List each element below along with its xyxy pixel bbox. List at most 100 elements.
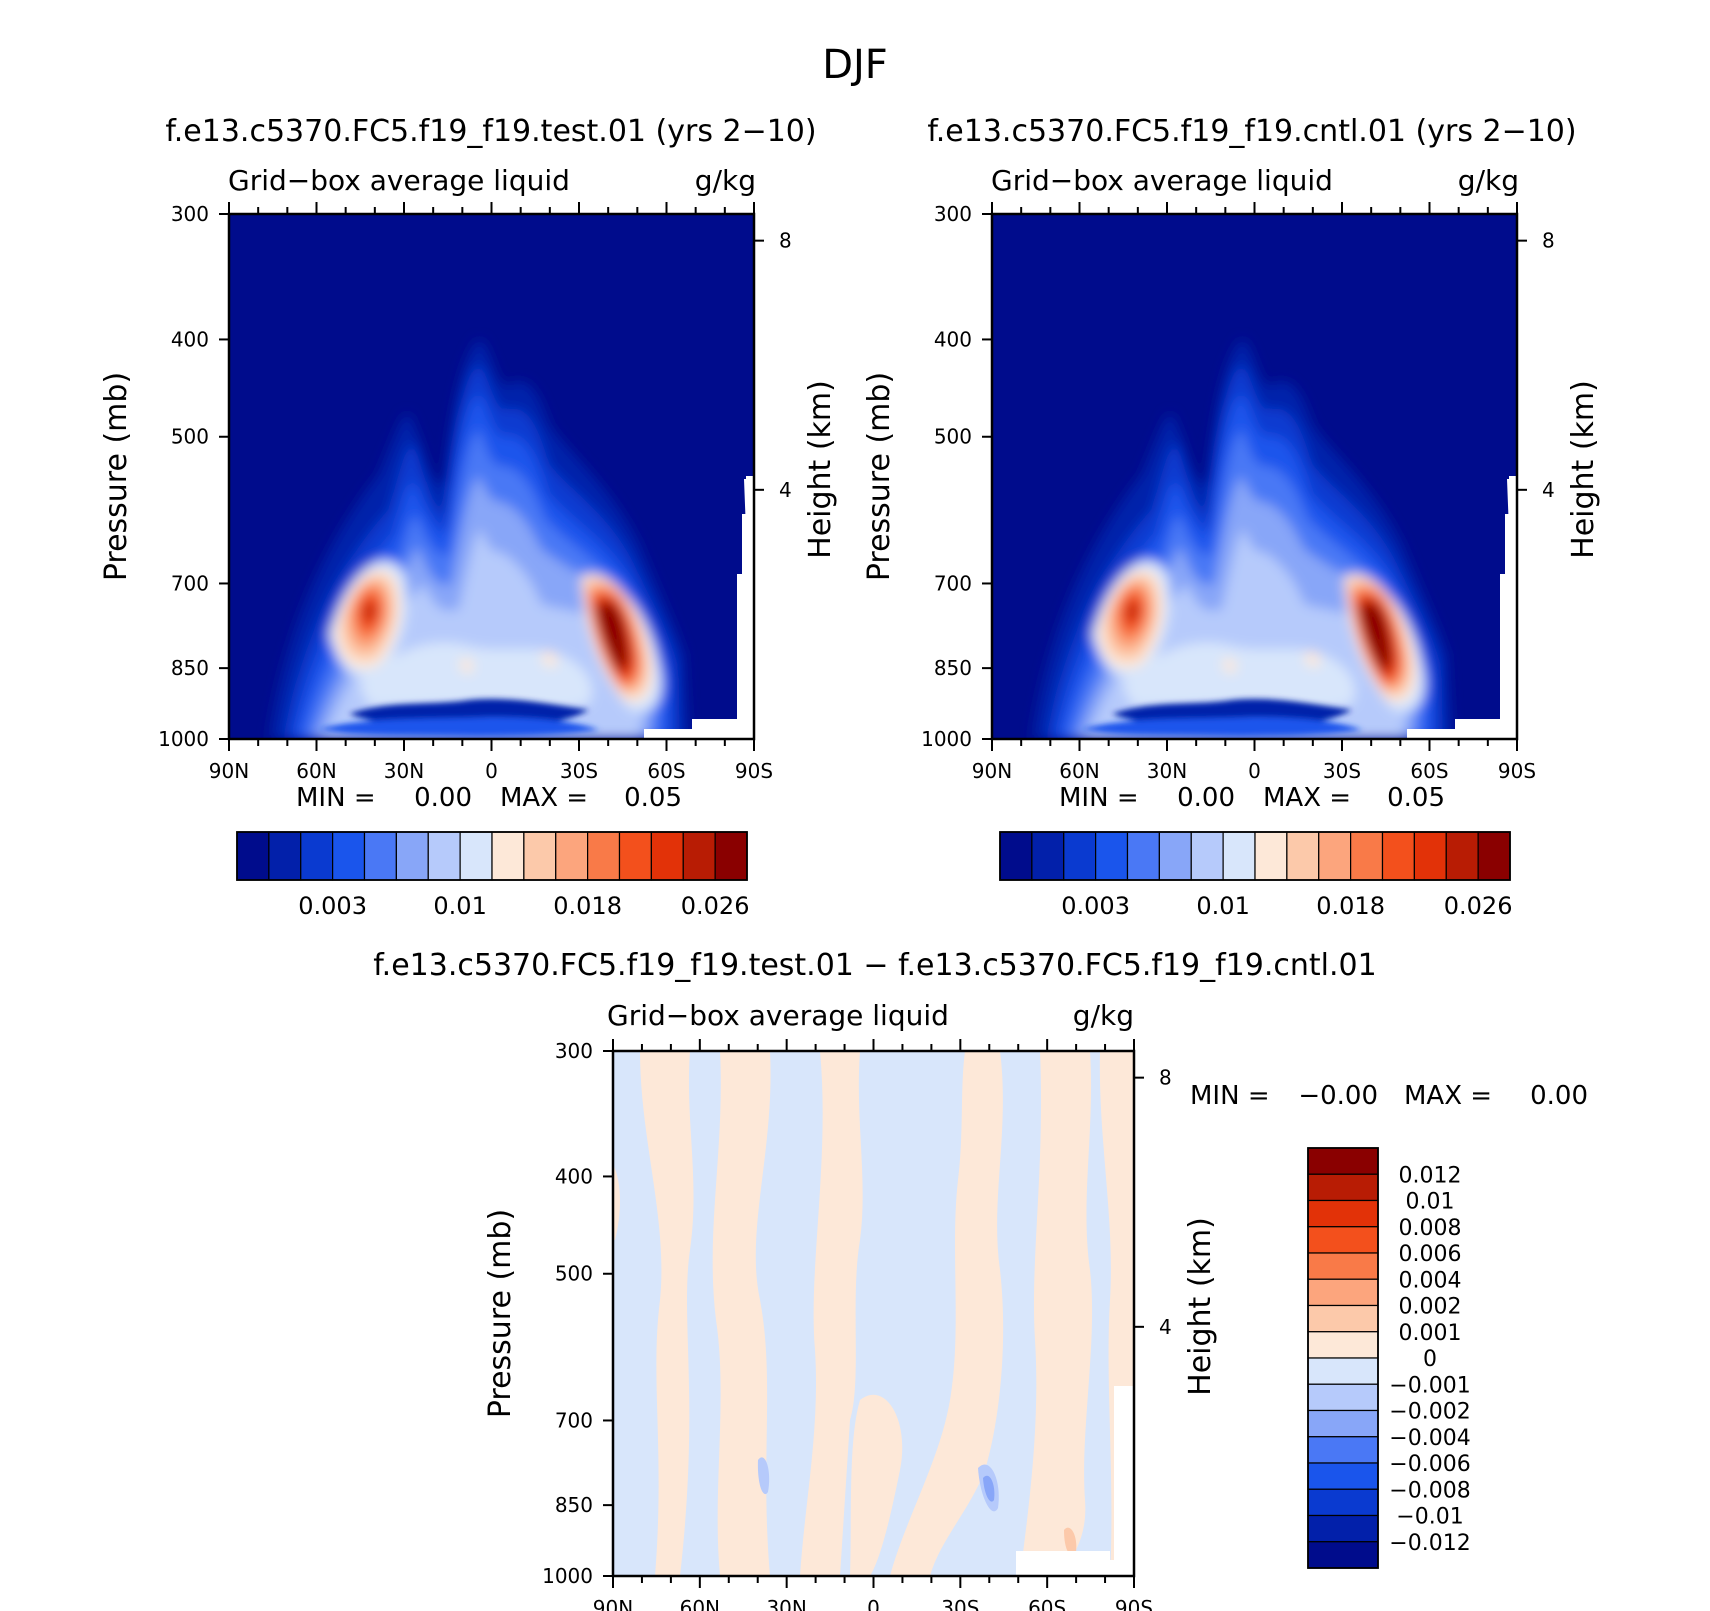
colorbar-swatch: [459, 831, 493, 881]
test-max-label: MAX =: [500, 783, 588, 813]
pressure-tick-label: 700: [934, 571, 972, 595]
diff-colorbar: 0.0120.010.0080.0060.0040.0020.0010−0.00…: [1307, 1147, 1471, 1569]
pressure-tick-label: 700: [555, 1408, 593, 1432]
control-panel-title: f.e13.c5370.FC5.f19_f19.cntl.01 (yrs 2−1…: [927, 114, 1576, 149]
pressure-axis-title: Pressure (mb): [483, 1209, 518, 1418]
test-stats: MIN = 0.00 MAX = 0.05: [296, 783, 682, 813]
colorbar-label: 0.003: [1061, 892, 1130, 920]
latitude-tick-label: 30N: [1147, 759, 1187, 783]
diff-colorbar-swatch: [1307, 1436, 1379, 1464]
diff-min-value: −0.00: [1298, 1081, 1378, 1111]
diff-colorbar-label: −0.012: [1389, 1531, 1470, 1556]
colorbar-swatch: [1445, 831, 1479, 881]
diff-colorbar-swatch: [1307, 1383, 1379, 1412]
diff-colorbar-swatch: [1307, 1252, 1379, 1280]
height-tick-label: 4: [1159, 1315, 1172, 1339]
control-colorbar: 0.003 0.01 0.018 0.026: [999, 831, 1513, 920]
colorbar-label: 0.026: [1444, 892, 1513, 920]
colorbar-label: 0.018: [553, 892, 622, 920]
diff-colorbar-swatch: [1307, 1331, 1379, 1359]
latitude-tick-label: 30S: [560, 759, 598, 783]
height-tick-label: 8: [1542, 229, 1555, 253]
control-min-label: MIN =: [1059, 783, 1139, 813]
diff-units-label: g/kg: [1073, 999, 1134, 1032]
pressure-tick-label: 300: [555, 1039, 593, 1063]
height-tick-label: 4: [779, 478, 792, 502]
colorbar-label: 0.026: [681, 892, 750, 920]
test-min-value: 0.00: [414, 783, 472, 813]
control-units-label: g/kg: [1458, 164, 1519, 197]
diff-stats: MIN = −0.00 MAX = 0.00: [1190, 1081, 1588, 1111]
latitude-tick-label: 90N: [593, 1596, 633, 1611]
test-panel-title: f.e13.c5370.FC5.f19_f19.test.01 (yrs 2−1…: [165, 114, 816, 149]
diff-colorbar-label: 0.008: [1399, 1216, 1462, 1241]
colorbar-swatch: [650, 831, 684, 881]
colorbar-swatch: [1126, 831, 1160, 881]
latitude-tick-label: 90S: [735, 759, 773, 783]
pressure-tick-label: 500: [555, 1262, 593, 1286]
test-variable-label: Grid−box average liquid: [228, 164, 570, 197]
test-max-value: 0.05: [624, 783, 682, 813]
figure-season-title: DJF: [822, 42, 888, 88]
height-axis-title: Height (km): [803, 380, 838, 559]
height-tick-label: 8: [1159, 1066, 1172, 1090]
diff-colorbar-swatch: [1307, 1409, 1379, 1438]
colorbar-label: 0.01: [433, 892, 486, 920]
diff-colorbar-label: −0.002: [1389, 1400, 1470, 1425]
latitude-tick-label: 90S: [1115, 1596, 1153, 1611]
pressure-tick-label: 400: [555, 1164, 593, 1188]
diff-colorbar-label: 0.01: [1406, 1190, 1455, 1215]
diff-max-value: 0.00: [1530, 1081, 1588, 1111]
colorbar-swatch: [1222, 831, 1256, 881]
height-tick-label: 4: [1542, 478, 1555, 502]
colorbar-label: 0.018: [1316, 892, 1385, 920]
colorbar-swatch: [587, 831, 621, 881]
test-panel: Grid−box average liquid g/kg 300 400 500 70…: [99, 164, 838, 783]
control-stats: MIN = 0.00 MAX = 0.05: [1059, 783, 1445, 813]
colorbar-swatch: [427, 831, 461, 881]
pressure-tick-label: 500: [934, 425, 972, 449]
colorbar-swatch: [300, 831, 334, 881]
latitude-tick-label: 60S: [1410, 759, 1448, 783]
height-tick-label: 8: [779, 229, 792, 253]
test-units-label: g/kg: [695, 164, 756, 197]
diff-colorbar-label: −0.006: [1389, 1452, 1470, 1477]
latitude-tick-label: 90S: [1498, 759, 1536, 783]
diff-colorbar-swatch: [1307, 1226, 1379, 1254]
latitude-tick-label: 60N: [680, 1596, 720, 1611]
colorbar-swatch: [1477, 831, 1511, 881]
diff-colorbar-swatch: [1307, 1278, 1379, 1307]
diff-colorbar-label: 0.002: [1399, 1295, 1462, 1320]
diff-colorbar-label: −0.004: [1389, 1426, 1470, 1451]
diff-panel-title: f.e13.c5370.FC5.f19_f19.test.01 − f.e13.…: [373, 948, 1376, 983]
colorbar-swatch: [1190, 831, 1224, 881]
pressure-tick-label: 1000: [158, 727, 209, 751]
latitude-tick-label: 0: [1248, 759, 1261, 783]
latitude-tick-label: 90N: [972, 759, 1012, 783]
control-max-value: 0.05: [1387, 783, 1445, 813]
diff-colorbar-swatch: [1307, 1541, 1379, 1569]
diff-colorbar-label: 0.012: [1399, 1163, 1462, 1188]
colorbar-swatch: [1413, 831, 1447, 881]
pressure-tick-label: 300: [934, 202, 972, 226]
pressure-tick-label: 400: [171, 327, 209, 351]
diff-colorbar-frame: [1307, 1147, 1379, 1569]
test-colorbar: 0.003 0.01 0.018 0.026: [236, 831, 750, 920]
colorbar-swatch: [268, 831, 302, 881]
diff-colorbar-swatch: [1307, 1304, 1379, 1333]
colorbar-swatch: [618, 831, 652, 881]
diff-colorbar-label: −0.01: [1396, 1505, 1463, 1530]
pressure-tick-label: 300: [171, 202, 209, 226]
colorbar-label: 0.01: [1196, 892, 1249, 920]
colorbar-swatch: [363, 831, 397, 881]
colorbar-swatch: [236, 831, 270, 881]
diff-colorbar-swatch: [1307, 1462, 1379, 1490]
control-panel: Grid−box average liquid g/kg 300 400 500 70…: [862, 164, 1601, 783]
diff-max-label: MAX =: [1404, 1081, 1492, 1111]
diff-variable-label: Grid−box average liquid: [607, 999, 949, 1032]
latitude-tick-label: 90N: [209, 759, 249, 783]
colorbar-swatch: [491, 831, 525, 881]
colorbar-label: 0.003: [298, 892, 367, 920]
colorbar-swatch: [555, 831, 589, 881]
